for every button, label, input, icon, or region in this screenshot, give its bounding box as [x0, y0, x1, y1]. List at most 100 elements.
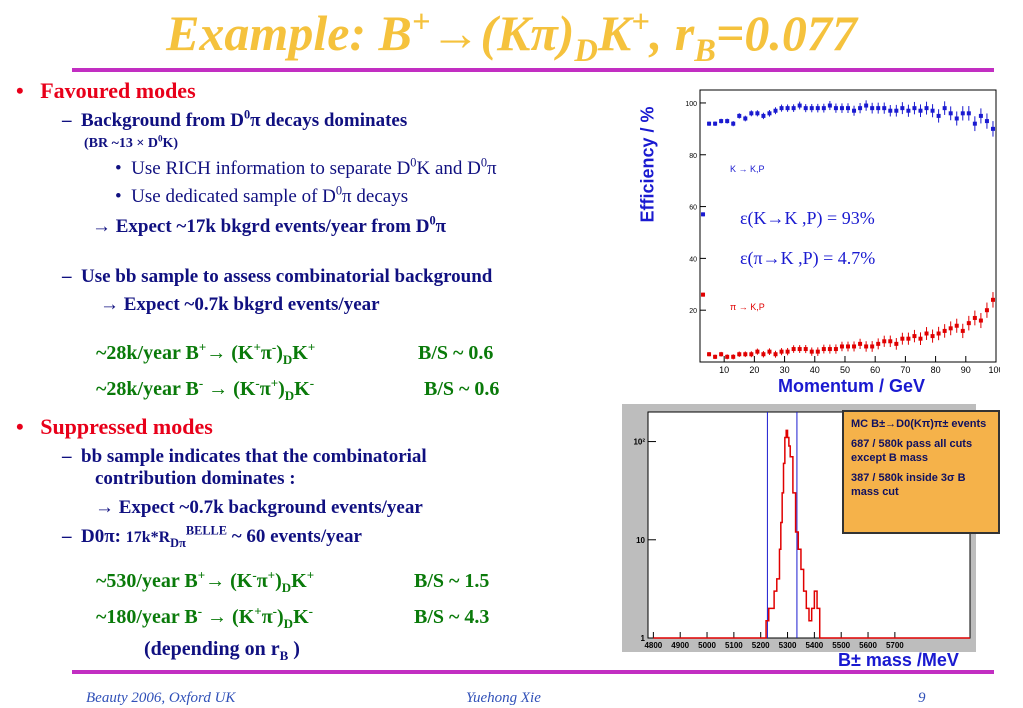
eff-point-0-40 [942, 106, 947, 111]
mass-ticks: 4800 4900 5000 5100 5200 5300 5400 5500 5600 5700… [633, 438, 904, 650]
eff-point-1-42 [954, 323, 959, 328]
mass-xtick-label-6: 5400 [805, 641, 823, 650]
efficiency-chart: 10 20 30 40 50 60 70 80 90 100 20 40 60 80 100 ε(K→K ,… [685, 89, 1000, 375]
footer-center: Yuehong Xie [466, 690, 541, 706]
footer-rule [72, 670, 994, 674]
eff-point-0-22 [833, 106, 838, 111]
eff-point-0-47 [984, 119, 989, 124]
eff-point-1-15 [791, 347, 796, 352]
eff-legend-kaon: K → K,P [730, 164, 765, 174]
eff-point-0-4 [725, 119, 730, 124]
info-line-2: 687 / 580k pass all cuts except B mass [851, 438, 973, 464]
footer-left: Beauty 2006, Oxford UK [86, 690, 236, 706]
eff-point-0-32 [894, 108, 899, 113]
eff-point-0-12 [773, 108, 778, 113]
eff-point-1-46 [978, 318, 983, 323]
favoured-heading: • Favoured modes [16, 78, 196, 103]
br-line: (BR ~13 × D0K) [84, 133, 179, 151]
dedicated-line: • Use dedicated sample of D0π decays [115, 183, 409, 207]
eff-point-0-41 [948, 111, 953, 116]
eff-point-1-41 [948, 326, 953, 331]
eff-point-1-30 [882, 339, 887, 344]
eff-plot-frame [699, 89, 997, 363]
eff-point-0-17 [803, 106, 808, 111]
slide-title: Example: B+→(Kπ)DK+, rB=0.077 [166, 4, 857, 69]
favoured-bs-1: B/S ~ 0.6 [418, 342, 494, 364]
eff-point-1-21 [827, 347, 832, 352]
supp-bb-line-2: contribution dominates : [95, 468, 296, 489]
eff-point-0-15 [791, 106, 796, 111]
eff-point-0-37 [924, 106, 929, 111]
mass-xtick-label-5: 5300 [779, 641, 797, 650]
suppressed-heading: • Suppressed modes [16, 414, 213, 439]
eff-point-0-2 [713, 121, 718, 126]
eff-xlabel: Momentum / GeV [778, 376, 926, 396]
rich-line: • Use RICH information to separate D0K a… [115, 155, 497, 179]
eff-point-1-48 [990, 297, 995, 302]
eff-point-0-21 [827, 103, 832, 108]
info-line-3: 387 / 580k inside 3σ B mass cut [851, 472, 966, 498]
mass-xtick-label-2: 5000 [698, 641, 716, 650]
eff-point-0-35 [912, 106, 917, 111]
eff-xtick-label-8: 90 [961, 365, 971, 375]
favoured-yield-2: ~28k/year B- → (K-π+)DK- [96, 375, 315, 403]
eff-point-1-23 [839, 344, 844, 349]
eff-point-1-17 [803, 347, 808, 352]
eff-point-1-27 [864, 344, 869, 349]
eff-point-0-19 [815, 106, 820, 111]
mass-ytick-label-1: 10 [636, 536, 645, 545]
eff-point-1-19 [815, 349, 820, 354]
eff-point-0-36 [918, 108, 923, 113]
eff-point-0-11 [767, 111, 772, 116]
eff-point-1-9 [755, 349, 760, 354]
eff-point-1-25 [852, 344, 857, 349]
eff-point-0-20 [821, 106, 826, 111]
eff-point-1-32 [894, 341, 899, 346]
depending-line: (depending on rB ) [144, 638, 300, 663]
eff-point-0-42 [954, 116, 959, 121]
eff-point-0-30 [882, 106, 887, 111]
eff-point-0-34 [906, 108, 911, 113]
eff-point-1-47 [984, 308, 989, 313]
expect-line-2: → Expect ~0.7k bkgrd events/year [100, 294, 380, 315]
mass-xtick-label-4: 5200 [752, 641, 770, 650]
eff-point-1-45 [972, 315, 977, 320]
eff-point-1-4 [725, 354, 730, 359]
eff-point-1-0 [701, 292, 706, 297]
eff-point-1-1 [707, 352, 712, 357]
eff-point-1-35 [912, 334, 917, 339]
eff-point-1-39 [936, 331, 941, 336]
favoured-yield-1: ~28k/year B+→ (K+π-)DK+ [96, 339, 316, 367]
mass-ytick-label-2: 10² [633, 438, 645, 447]
mass-xtick-label-3: 5100 [725, 641, 743, 650]
suppressed-bs-2: B/S ~ 4.3 [414, 606, 490, 628]
eff-xtick-label-7: 80 [931, 365, 941, 375]
eff-point-1-12 [773, 352, 778, 357]
eff-point-1-31 [888, 339, 893, 344]
eff-point-0-16 [797, 103, 802, 108]
eff-xtick-label-6: 70 [900, 365, 910, 375]
eff-point-1-13 [779, 349, 784, 354]
eff-point-0-39 [936, 113, 941, 118]
eff-point-1-8 [749, 352, 754, 357]
eff-point-0-1 [707, 121, 712, 126]
footer-page: 9 [918, 690, 926, 706]
eff-xtick-label-9: 100 [988, 365, 1000, 375]
eff-point-1-33 [900, 336, 905, 341]
eff-ticks: 10 20 30 40 50 60 70 80 90 100 20 40 60 80 100 [685, 101, 1000, 375]
eff-legend-pion: π → K,P [730, 302, 765, 312]
eff-point-1-28 [870, 344, 875, 349]
eff-point-0-44 [966, 111, 971, 116]
eff-annotation-pion: ε(π→K ,P) = 4.7% [740, 248, 875, 269]
eff-point-1-36 [918, 336, 923, 341]
eff-point-0-33 [900, 106, 905, 111]
eff-point-1-24 [846, 344, 850, 349]
eff-point-0-0 [701, 212, 706, 217]
eff-point-1-38 [930, 334, 935, 339]
eff-point-1-14 [785, 349, 790, 354]
eff-ytick-label-2: 60 [689, 205, 697, 212]
eff-point-1-7 [743, 352, 748, 357]
eff-ytick-label-4: 100 [685, 101, 697, 108]
eff-point-1-10 [761, 352, 766, 357]
d0-line: – D0π: 17k*RDπBELLE ~ 60 events/year [62, 523, 362, 550]
